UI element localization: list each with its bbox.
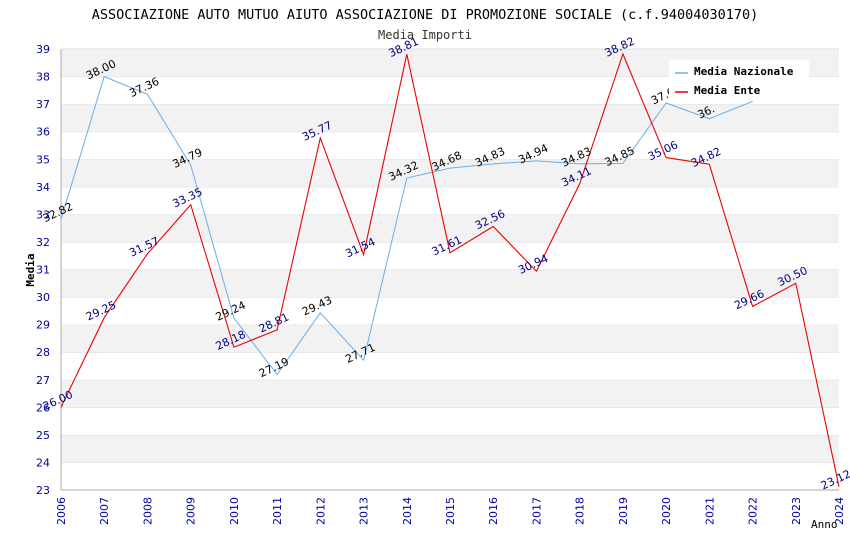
x-tick-label: 2008 [141,497,154,525]
x-tick-label: 2016 [487,497,500,525]
y-tick-label: 32 [36,236,50,249]
legend: Media Nazionale Media Ente [669,60,809,101]
x-tick-label: 2010 [228,497,241,525]
y-tick-label: 33 [36,208,50,221]
legend-label-nazionale: Media Nazionale [694,65,794,78]
y-tick-label: 31 [36,264,50,277]
x-tick-label: 2014 [401,497,414,525]
y-tick-label: 28 [36,346,50,359]
grid-band [61,131,839,160]
y-tick-label: 34 [36,181,50,194]
grid-band [61,352,839,380]
x-tick-label: 2023 [790,497,803,525]
tick-labels: 23 24 25 26 27 28 29 30 31 32 33 34 35 36 37 38 39 2006 20… [36,43,846,525]
grid-band [61,214,839,242]
grid-band [61,434,839,463]
series-lines [60,52,840,487]
grid-band [61,407,839,435]
x-tick-label: 2009 [185,497,198,525]
x-tick-label: 2011 [271,497,284,525]
y-tick-label: 25 [36,429,50,442]
x-tick-label: 2013 [358,497,371,525]
y-tick-label: 23 [36,484,50,497]
chart-subtitle: Media Importi [378,28,472,42]
chart-title: ASSOCIAZIONE AUTO MUTUO AIUTO ASSOCIAZIO… [92,7,758,23]
series-line-nazionale [60,75,753,376]
x-tick-label: 2018 [574,497,587,525]
series-line-ente [60,52,840,487]
grid-band [61,186,839,215]
y-tick-label: 27 [36,374,50,387]
y-tick-label: 29 [36,319,50,332]
x-tick-label: 2015 [444,497,457,525]
grid-band [61,297,839,325]
x-tick-label: 2020 [660,497,673,525]
grid-band [61,241,839,270]
x-tick-label: 2022 [747,497,760,525]
grid-band [61,269,839,298]
y-axis-label: Media [24,253,37,286]
x-tick-label: 2024 [833,497,846,525]
y-tick-label: 26 [36,401,50,414]
y-tick-label: 39 [36,43,50,56]
y-tick-label: 36 [36,126,50,139]
y-tick-label: 24 [36,456,50,469]
grid-band [61,462,839,490]
x-tick-label: 2019 [617,497,630,525]
y-tick-label: 30 [36,291,50,304]
legend-box [669,60,809,101]
grid-bands [61,48,839,490]
y-tick-label: 37 [36,98,50,111]
x-axis-label: Anno [811,518,838,531]
x-tick-label: 2007 [98,497,111,525]
y-tick-label: 38 [36,71,50,84]
legend-label-ente: Media Ente [694,84,761,97]
x-tick-label: 2021 [703,497,716,525]
y-tick-label: 35 [36,153,50,166]
axes [60,49,839,491]
grid-band [61,379,839,408]
grid-band [61,324,839,353]
x-tick-label: 2012 [314,497,327,525]
grid-band [61,104,839,132]
x-tick-label: 2017 [530,497,543,525]
x-tick-label: 2006 [55,497,68,525]
